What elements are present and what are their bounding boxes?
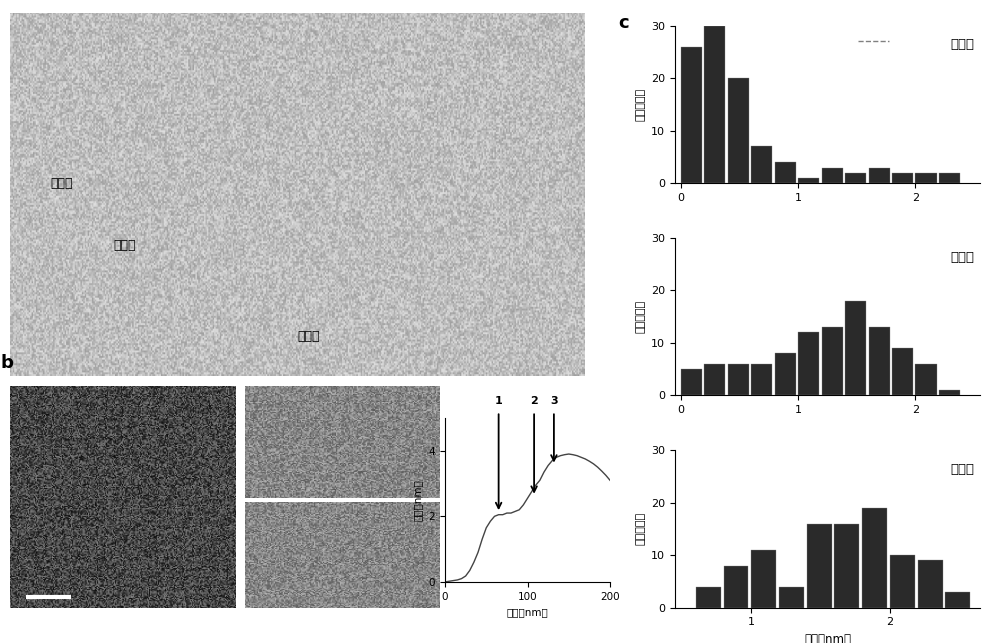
Bar [775,354,796,395]
Bar [798,332,819,395]
Bar [751,364,772,395]
Bar [696,586,721,608]
X-axis label: 长度（nm）: 长度（nm） [507,607,548,617]
Bar [728,78,749,183]
Y-axis label: 高度（nm）: 高度（nm） [413,479,423,521]
Y-axis label: 比例（％）: 比例（％） [636,512,646,545]
Bar [845,301,866,395]
Bar [724,566,748,608]
Bar [918,561,943,608]
Bar [890,555,915,608]
Text: 一条链: 一条链 [950,39,974,51]
Bar [915,173,937,183]
Y-axis label: 比例（％）: 比例（％） [636,88,646,121]
Bar [869,168,890,183]
Bar [939,390,960,395]
Text: a: a [7,0,19,2]
Text: 三条链: 三条链 [298,330,320,343]
Text: 2: 2 [530,397,538,406]
Text: 三条链: 三条链 [950,463,974,476]
Bar [915,364,937,395]
Bar [892,349,913,395]
Bar [945,592,970,608]
Bar [862,508,887,608]
Bar [751,550,776,608]
Bar [751,147,772,183]
Bar [869,327,890,395]
Bar [807,523,832,608]
Text: 两条链: 两条链 [950,251,974,264]
X-axis label: 高度（nm）: 高度（nm） [804,633,851,643]
Y-axis label: 比例（％）: 比例（％） [636,300,646,333]
Text: c: c [618,14,629,32]
Bar [681,369,702,395]
Bar [779,586,804,608]
Text: 一条链: 一条链 [50,177,73,190]
Bar [775,162,796,183]
Bar [822,168,843,183]
Bar [704,364,725,395]
Text: 1: 1 [495,397,503,406]
Bar [822,327,843,395]
Bar [845,173,866,183]
Text: 3: 3 [550,397,558,406]
Bar [681,47,702,183]
Bar [939,173,960,183]
Text: b: b [1,354,14,372]
Bar [834,523,859,608]
Bar [892,173,913,183]
Bar [728,364,749,395]
Text: 两条链: 两条链 [114,239,136,252]
Bar [798,178,819,183]
Bar [704,26,725,183]
